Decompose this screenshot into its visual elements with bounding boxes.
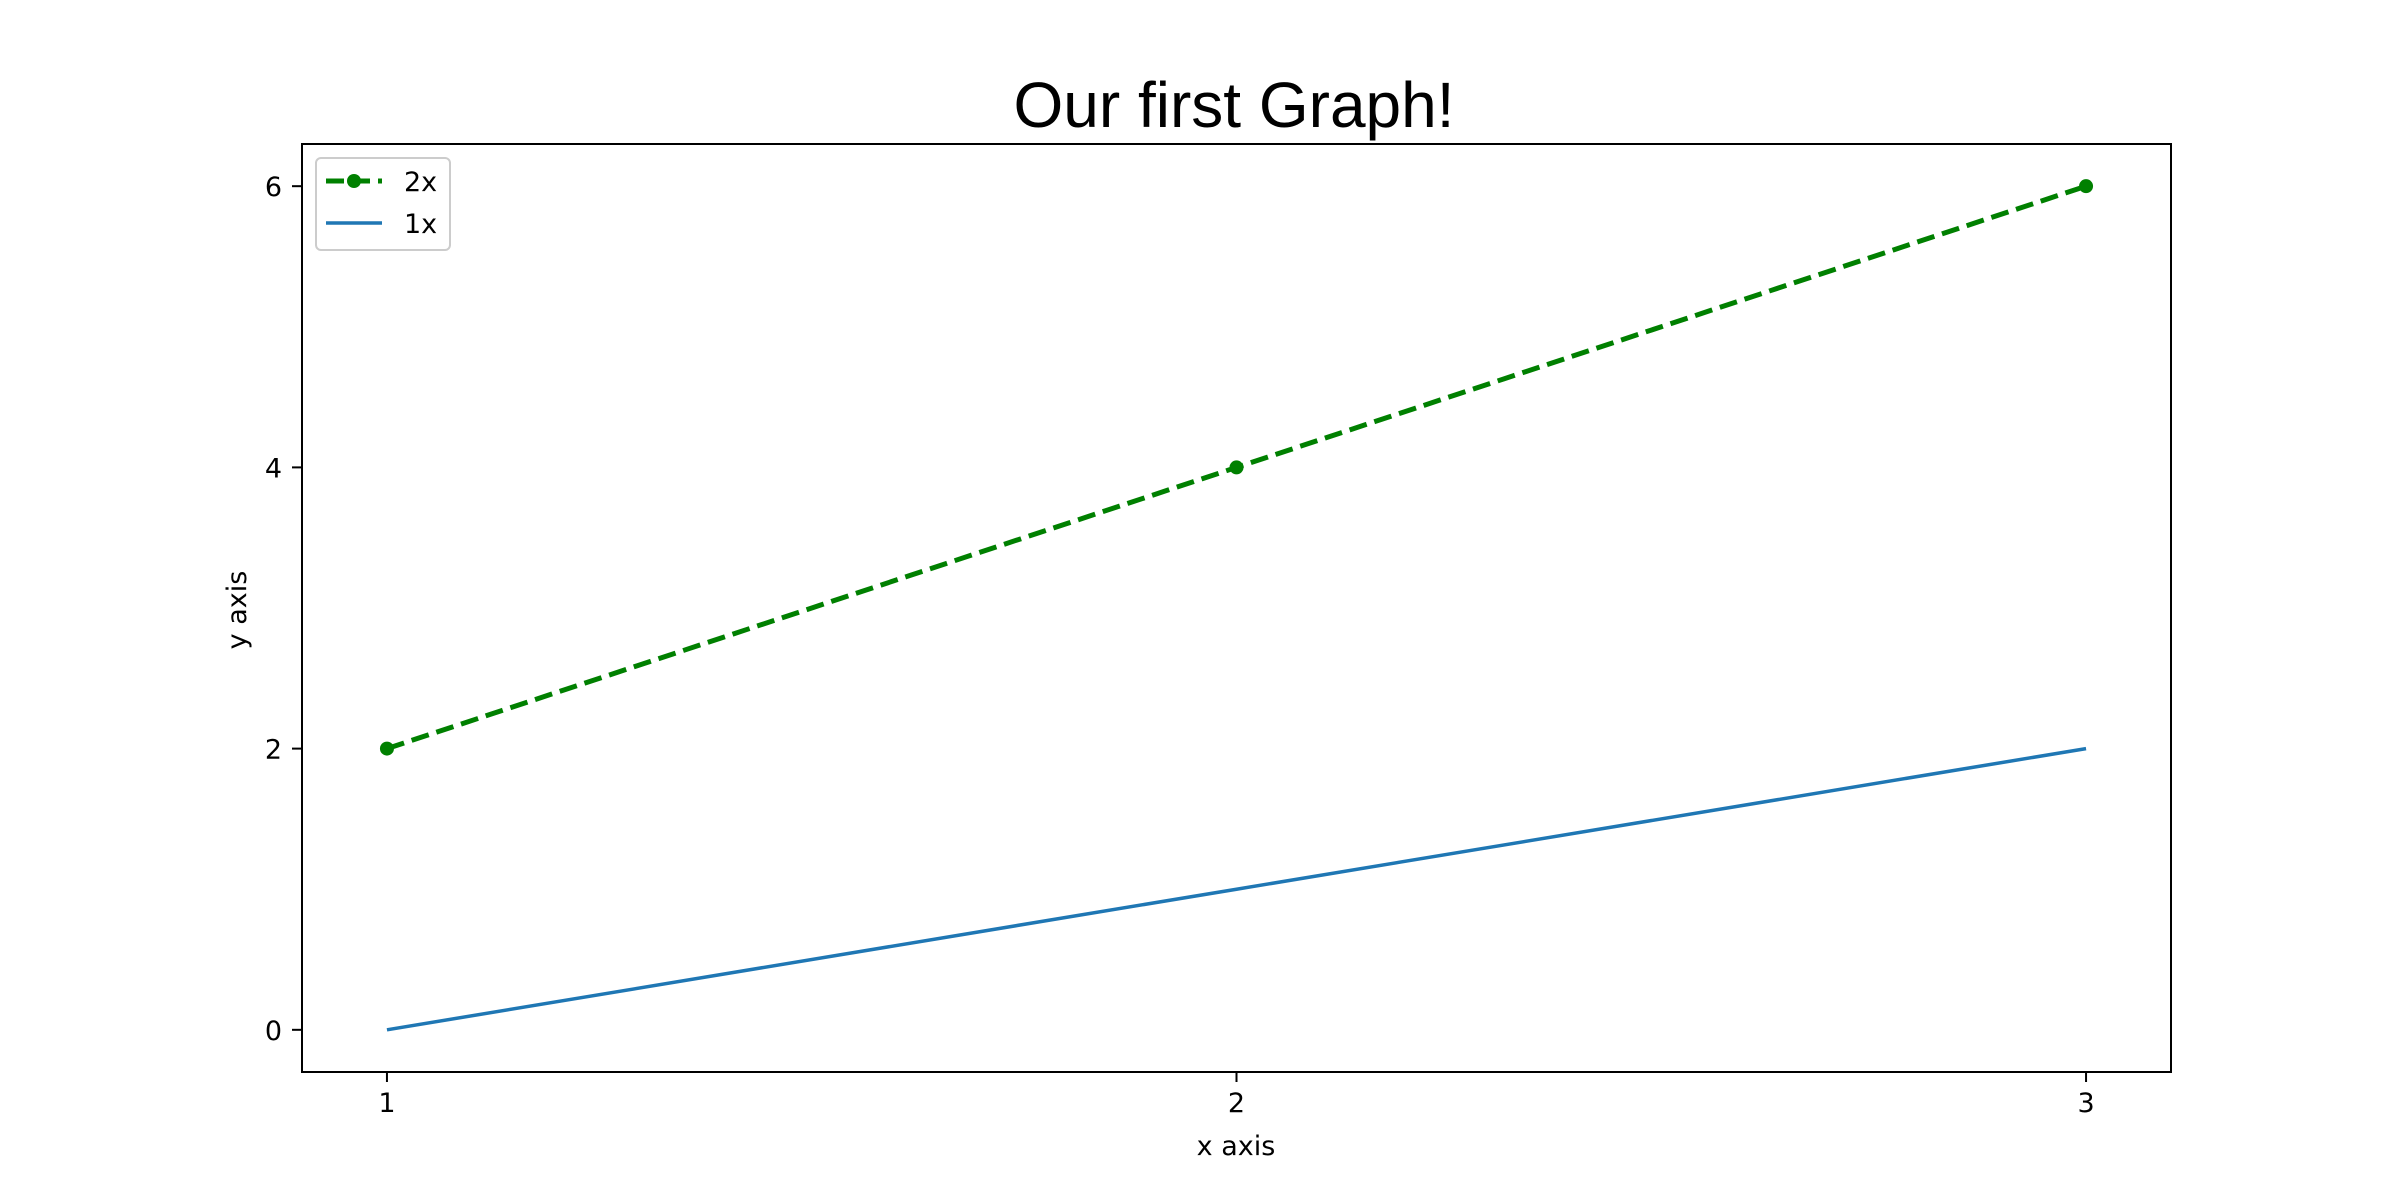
legend-label-1x: 1x (404, 209, 437, 240)
y-tick-label: 0 (265, 1016, 282, 1047)
y-axis-label: y axis (222, 571, 253, 650)
legend-marker-2x (347, 174, 361, 188)
x-tick-label: 3 (2077, 1088, 2094, 1119)
legend-label-2x: 2x (404, 167, 437, 198)
x-tick-label: 1 (378, 1088, 395, 1119)
y-tick-label: 4 (265, 453, 282, 484)
x-tick-label: 2 (1228, 1088, 1245, 1119)
series-layer (379, 179, 2094, 1032)
y-axis-ticks: 0 2 4 6 (265, 172, 302, 1047)
x-axis-ticks: 1 2 3 (378, 1072, 2095, 1119)
y-tick-label: 2 (265, 735, 282, 766)
plot-area-frame (301, 143, 2172, 1073)
data-point-2x (379, 741, 394, 756)
chart-title: Our first Graph! (1014, 69, 1455, 141)
series-line-1x (386, 746, 2087, 1032)
data-point-2x (2079, 179, 2094, 194)
x-axis-label: x axis (1197, 1131, 1276, 1162)
data-point-2x (1229, 460, 1244, 475)
y-tick-label: 6 (265, 172, 282, 203)
